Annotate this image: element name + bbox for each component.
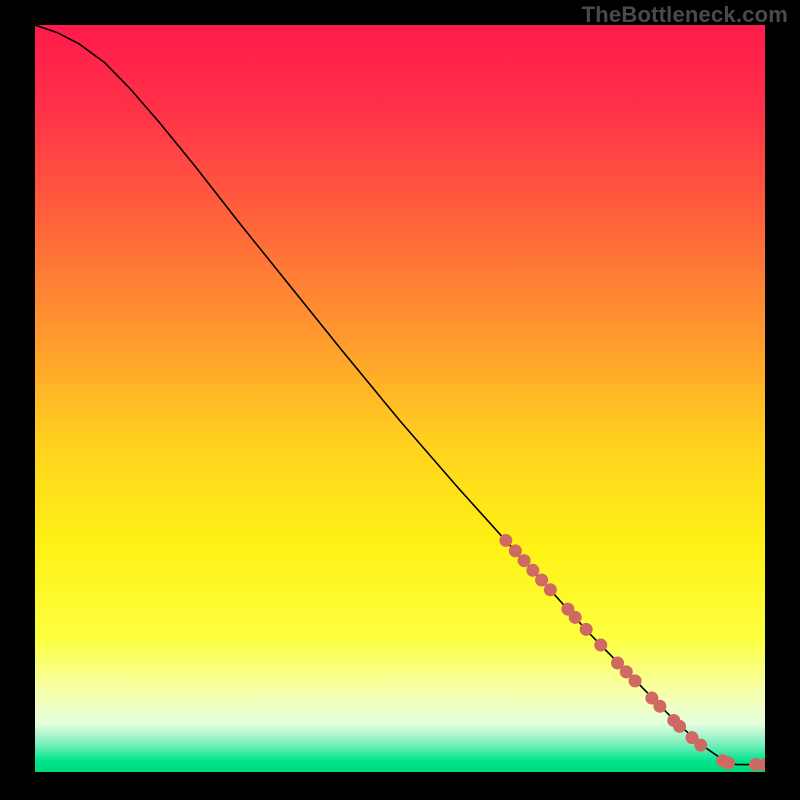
data-point — [580, 623, 593, 636]
data-point — [594, 639, 607, 652]
data-point — [673, 720, 686, 733]
data-point — [526, 564, 539, 577]
data-point — [653, 700, 666, 713]
gradient-background — [35, 25, 765, 772]
data-point — [499, 534, 512, 547]
data-point — [569, 611, 582, 624]
data-point — [535, 574, 548, 587]
data-point — [509, 544, 522, 557]
data-point — [629, 674, 642, 687]
data-point — [694, 739, 707, 752]
data-point — [518, 554, 531, 567]
data-point — [722, 757, 735, 770]
data-point — [544, 583, 557, 596]
plot-region — [35, 25, 765, 772]
chart-svg — [35, 25, 765, 772]
chart-container: TheBottleneck.com — [0, 0, 800, 800]
